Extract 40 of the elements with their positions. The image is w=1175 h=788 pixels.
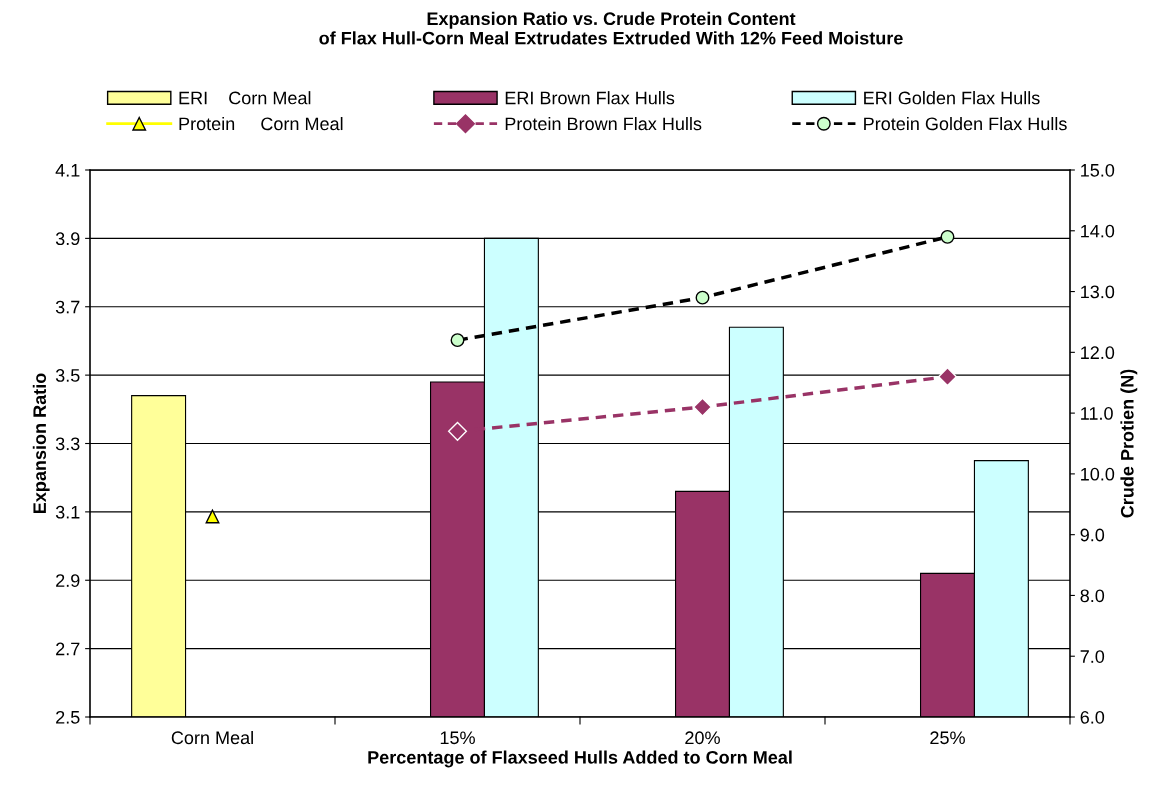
point bbox=[692, 397, 713, 417]
x-tick-label: 25% bbox=[930, 731, 965, 745]
y-axis-title: Expansion Ratio bbox=[32, 373, 50, 514]
y2-tick-label: 10.0 bbox=[1081, 467, 1115, 481]
legend-label: ERI Corn Meal bbox=[179, 91, 311, 105]
y-tick-label: 2.5 bbox=[56, 710, 80, 724]
y2-tick-label: 9.0 bbox=[1080, 528, 1105, 542]
point bbox=[695, 290, 710, 305]
point bbox=[940, 229, 955, 244]
point bbox=[205, 509, 220, 524]
point bbox=[937, 367, 958, 387]
y2-tick-label: 8.0 bbox=[1080, 589, 1105, 603]
y-tick-label: 3.1 bbox=[55, 505, 80, 519]
chart-title: Expansion Ratio vs. Crude Protein Content of Flax Hull-Corn Meal Extrudates Extruded With 12% Feed Moisture bbox=[319, 11, 903, 45]
y-tick-label: 2.9 bbox=[56, 574, 80, 587]
legend-label: Protein Golden Flax Hulls bbox=[864, 116, 1067, 131]
y2-axis-title: Crude Protien (N) bbox=[1120, 369, 1138, 518]
point bbox=[450, 333, 465, 348]
y-tick-label: 4.1 bbox=[55, 164, 80, 177]
point bbox=[447, 421, 468, 441]
legend-label: Protein Brown Flax Hulls bbox=[505, 116, 702, 131]
y-tick-label: 3.5 bbox=[55, 369, 80, 382]
y-tick-label: 2.7 bbox=[56, 642, 80, 656]
y2-tick-label: 13.0 bbox=[1081, 285, 1115, 299]
y2-tick-label: 14.0 bbox=[1081, 224, 1115, 238]
y2-tick-label: 6.0 bbox=[1080, 710, 1105, 724]
legend-label: Protein Corn Meal bbox=[179, 116, 343, 131]
y-tick-label: 3.3 bbox=[55, 437, 80, 451]
legend-label: ERI Golden Flax Hulls bbox=[864, 91, 1040, 105]
y2-tick-label: 12.0 bbox=[1081, 346, 1115, 360]
x-tick-label: 15% bbox=[440, 731, 475, 745]
legend-label: ERI Brown Flax Hulls bbox=[505, 91, 675, 105]
y-tick-label: 3.7 bbox=[55, 300, 80, 314]
y2-tick-label: 7.0 bbox=[1080, 650, 1105, 663]
x-tick-label: 20% bbox=[685, 731, 720, 745]
x-tick-label: Corn Meal bbox=[171, 730, 253, 745]
y-tick-label: 3.9 bbox=[55, 232, 80, 246]
y2-tick-label: 15.0 bbox=[1081, 163, 1115, 177]
y2-tick-label: 11.0 bbox=[1081, 407, 1113, 420]
x-axis-title: Percentage of Flaxseed Hulls Added to Corn Meal bbox=[368, 750, 792, 768]
